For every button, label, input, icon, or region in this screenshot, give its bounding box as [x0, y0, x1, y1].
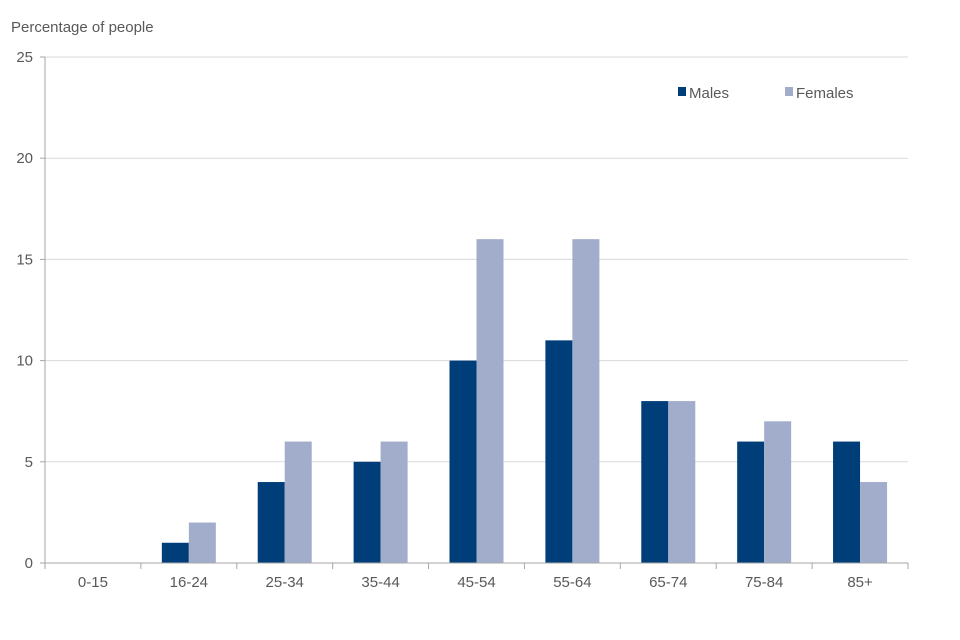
x-tick-label: 35-44 — [361, 574, 399, 591]
bar-females-16-24 — [188, 522, 216, 563]
legend: Males Females — [678, 85, 854, 102]
bars — [161, 239, 888, 563]
y-tick-label: 5 — [25, 454, 33, 471]
bar-females-45-54 — [476, 239, 504, 563]
bar-males-45-54 — [449, 360, 477, 563]
legend-swatch-females — [785, 87, 793, 96]
bar-females-75-84 — [764, 421, 792, 563]
bar-males-16-24 — [161, 542, 189, 563]
y-tick-label: 25 — [16, 49, 33, 66]
bar-males-85+ — [833, 441, 861, 563]
bar-males-65-74 — [641, 401, 669, 563]
legend-swatch-males — [678, 87, 686, 96]
y-tick-label: 0 — [25, 555, 33, 572]
x-tick-label: 85+ — [847, 574, 873, 591]
bar-females-85+ — [860, 482, 888, 563]
legend-label-females: Females — [796, 85, 854, 102]
x-tick-label: 75-84 — [745, 574, 783, 591]
x-tick-label: 65-74 — [649, 574, 687, 591]
bar-females-55-64 — [572, 239, 600, 563]
axes: 0 5 10 15 20 25 0-15 16-24 25-34 35-44 45-54 55-64 6… — [16, 49, 909, 591]
bar-females-25-34 — [284, 441, 312, 563]
bar-females-35-44 — [380, 441, 408, 563]
bar-males-75-84 — [737, 441, 765, 563]
bar-males-55-64 — [545, 340, 573, 563]
bar-males-25-34 — [257, 482, 285, 563]
x-tick-label: 55-64 — [553, 574, 591, 591]
bar-males-35-44 — [353, 461, 381, 563]
y-tick-label: 10 — [16, 353, 33, 370]
x-tick-label: 0-15 — [78, 574, 108, 591]
x-tick-label: 25-34 — [266, 574, 304, 591]
x-tick-label: 45-54 — [457, 574, 495, 591]
y-tick-label: 20 — [16, 150, 33, 167]
legend-label-males: Males — [689, 85, 729, 102]
x-tick-label: 16-24 — [170, 574, 208, 591]
y-axis-title: Percentage of people — [11, 19, 154, 36]
bar-females-65-74 — [668, 401, 696, 563]
y-tick-label: 15 — [16, 251, 33, 268]
